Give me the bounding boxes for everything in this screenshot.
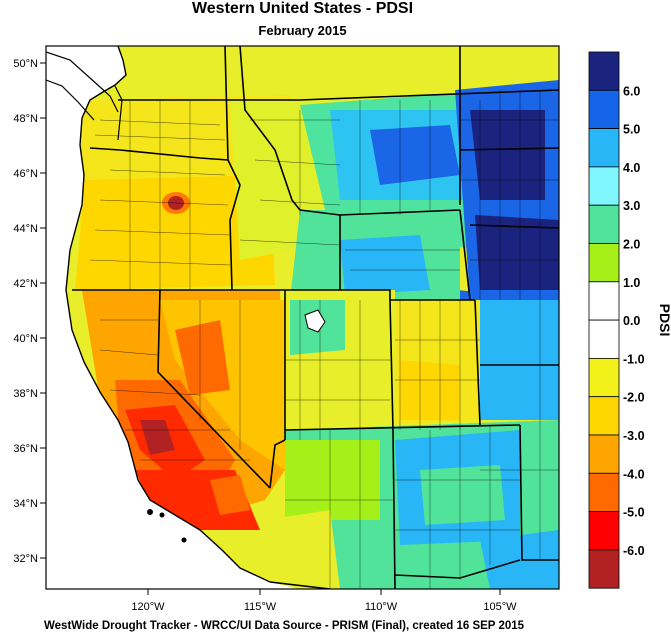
colorbar-label: 0.0 — [623, 314, 640, 328]
lat-tick-label: 32°N — [13, 553, 38, 565]
island — [147, 509, 153, 515]
colorbar-swatch — [588, 549, 620, 589]
colorbar-swatch — [588, 89, 620, 130]
colorbar-swatch — [588, 396, 620, 436]
colorbar-label: -2.0 — [623, 391, 645, 405]
great-salt-lake — [304, 309, 326, 333]
plot-frame — [45, 45, 560, 590]
lat-tick-label: 48°N — [13, 113, 38, 125]
colorbar-swatch — [588, 204, 620, 244]
footer-credit: WestWide Drought Tracker - WRCC/UI Data … — [44, 620, 525, 632]
colorbar-swatch — [588, 511, 620, 551]
colorbar-label: -4.0 — [623, 467, 645, 481]
lon-tick-label: 115°W — [244, 601, 277, 613]
map-subtitle: February 2015 — [258, 23, 347, 38]
lat-tick-label: 42°N — [13, 278, 38, 290]
lat-tick-label: 44°N — [13, 223, 38, 235]
lat-tick-label: 46°N — [13, 168, 38, 180]
colorbar-swatch — [588, 434, 620, 474]
lat-tick-label: 50°N — [13, 58, 38, 70]
colorbar-label: -5.0 — [623, 506, 645, 520]
lat-tick-label: 36°N — [13, 443, 38, 455]
lat-tick-label: 34°N — [13, 498, 38, 510]
colorbar-swatch — [588, 166, 620, 206]
lat-tick-label: 40°N — [13, 333, 38, 345]
colorbar-title: PDSI — [657, 304, 671, 337]
colorbar-label: 2.0 — [623, 238, 640, 252]
lon-tick-label: 110°W — [365, 601, 398, 613]
colorbar: 6.0 5.0 4.0 3.0 2.0 1.0 0.0 -1.0 -2.0 -3.0 -4.0 -5.… — [588, 51, 671, 589]
island — [159, 512, 165, 518]
latitude-axis: 50°N 48°N 46°N 44°N 42°N 40°N 38°N 36°N 34°N 32°N — [13, 58, 46, 565]
colorbar-swatch — [588, 51, 620, 91]
colorbar-label: 6.0 — [623, 84, 640, 98]
colorbar-label: 3.0 — [623, 199, 640, 213]
colorbar-label: 1.0 — [623, 276, 640, 290]
colorbar-label: 5.0 — [623, 123, 640, 137]
colorbar-swatch — [588, 319, 620, 359]
lon-tick-label: 105°W — [483, 601, 517, 613]
county-lines — [89, 90, 559, 589]
colorbar-label: -6.0 — [623, 544, 645, 558]
colorbar-swatch — [588, 357, 620, 398]
island — [181, 537, 187, 543]
longitude-axis: 120°W 115°W 110°W 105°W — [131, 589, 517, 613]
colorbar-swatch — [588, 243, 620, 283]
colorbar-swatch — [588, 281, 620, 321]
lat-tick-label: 38°N — [13, 388, 38, 400]
colorbar-label: -1.0 — [623, 352, 645, 366]
colorbar-swatch — [588, 128, 620, 168]
colorbar-label: -3.0 — [623, 429, 645, 443]
colorbar-swatch — [588, 472, 620, 512]
state-borders — [72, 46, 559, 589]
lon-tick-label: 120°W — [131, 601, 165, 613]
map-title: Western United States - PDSI — [191, 0, 414, 17]
colorbar-label: 4.0 — [623, 161, 640, 175]
